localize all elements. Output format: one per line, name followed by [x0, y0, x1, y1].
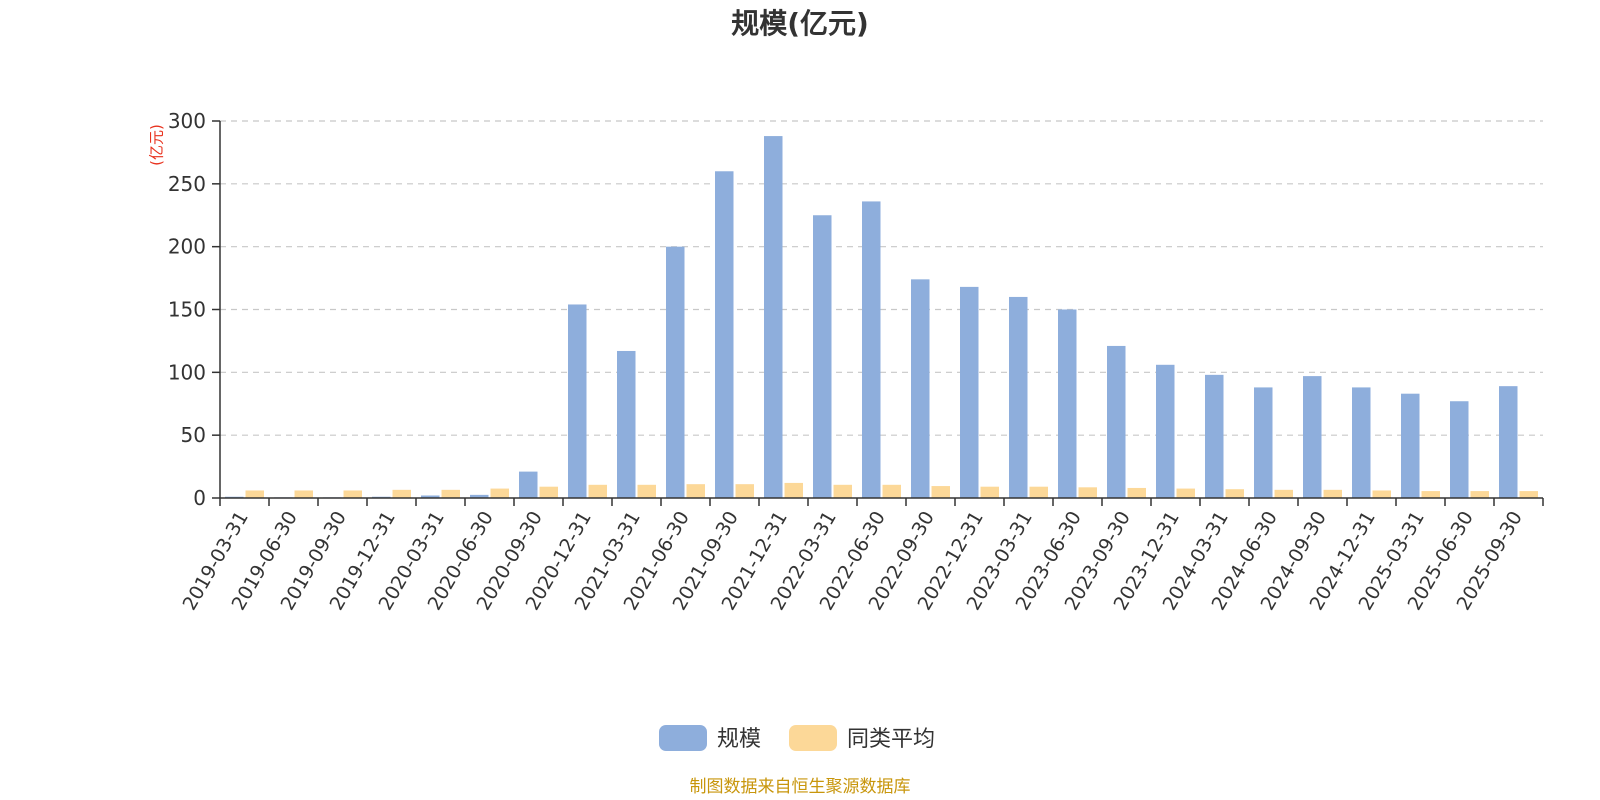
- bar-peer-avg: [441, 489, 460, 498]
- bar-scale: [1352, 387, 1371, 498]
- y-tick-label: 150: [168, 298, 206, 322]
- x-axis: 2019-03-312019-06-302019-09-302019-12-31…: [179, 497, 1544, 614]
- bar-scale: [519, 471, 538, 498]
- bar-scale: [1499, 386, 1518, 498]
- bar-scale: [1401, 393, 1420, 498]
- y-axis: 0 50 100 150 200 250 300: [168, 109, 221, 510]
- bar-scale: [1303, 376, 1322, 498]
- bar-peer-avg: [588, 484, 607, 498]
- bars: [225, 136, 1538, 498]
- legend-label: 同类平均: [847, 727, 935, 752]
- bar-scale: [911, 279, 930, 498]
- legend-swatch: [789, 725, 837, 751]
- bar-scale: [1009, 296, 1028, 498]
- bar-scale: [421, 495, 440, 498]
- y-tick-label: 50: [181, 423, 206, 447]
- bar-scale: [862, 201, 881, 498]
- bar-scale: [1254, 387, 1273, 498]
- bar-peer-avg: [882, 484, 901, 498]
- bar-scale: [666, 246, 685, 498]
- y-tick-label: 100: [168, 360, 206, 384]
- source-note: 制图数据来自恒生聚源数据库: [690, 777, 911, 797]
- bar-peer-avg: [1372, 490, 1391, 498]
- bar-peer-avg: [833, 484, 852, 498]
- bar-peer-avg: [1225, 489, 1244, 498]
- bar-scale: [1107, 345, 1126, 498]
- bar-peer-avg: [784, 482, 803, 498]
- legend: 规模 同类平均: [659, 725, 935, 752]
- y-tick-label: 0: [193, 486, 206, 510]
- bar-peer-avg: [490, 488, 509, 498]
- bar-peer-avg: [637, 484, 656, 498]
- bar-peer-avg: [1519, 491, 1538, 498]
- bar-peer-avg: [1127, 487, 1146, 498]
- bar-peer-avg: [1421, 491, 1440, 498]
- y-tick-label: 300: [168, 109, 206, 133]
- bar-peer-avg: [1176, 488, 1195, 498]
- bar-peer-avg: [1029, 486, 1048, 498]
- bar-peer-avg: [1078, 487, 1097, 498]
- bar-peer-avg: [343, 490, 362, 498]
- bar-peer-avg: [392, 489, 411, 498]
- bar-scale: [1156, 364, 1175, 498]
- bar-peer-avg: [931, 486, 950, 498]
- bar-scale: [960, 286, 979, 498]
- bar-peer-avg: [1470, 491, 1489, 498]
- chart-title: 规模(亿元): [731, 7, 869, 40]
- bar-peer-avg: [686, 484, 705, 498]
- bar-peer-avg: [735, 484, 754, 498]
- bar-peer-avg: [1323, 489, 1342, 498]
- bar-peer-avg: [980, 486, 999, 498]
- legend-label: 规模: [717, 727, 761, 752]
- bar-scale: [1450, 401, 1469, 498]
- legend-swatch: [659, 725, 707, 751]
- y-axis-unit: (亿元): [148, 124, 166, 166]
- bar-scale: [1058, 309, 1077, 498]
- bar-peer-avg: [294, 490, 313, 498]
- bar-scale: [1205, 374, 1224, 498]
- bar-scale: [813, 215, 832, 498]
- bar-scale: [617, 350, 636, 498]
- bar-scale: [568, 304, 587, 498]
- y-tick-label: 250: [168, 172, 206, 196]
- bar-scale: [470, 494, 489, 498]
- bar-peer-avg: [539, 486, 558, 498]
- bar-scale: [764, 136, 783, 498]
- bar-scale: [715, 171, 734, 498]
- bar-peer-avg: [1274, 489, 1293, 498]
- gridlines: [220, 120, 1543, 436]
- bar-peer-avg: [245, 490, 264, 498]
- y-tick-label: 200: [168, 235, 206, 259]
